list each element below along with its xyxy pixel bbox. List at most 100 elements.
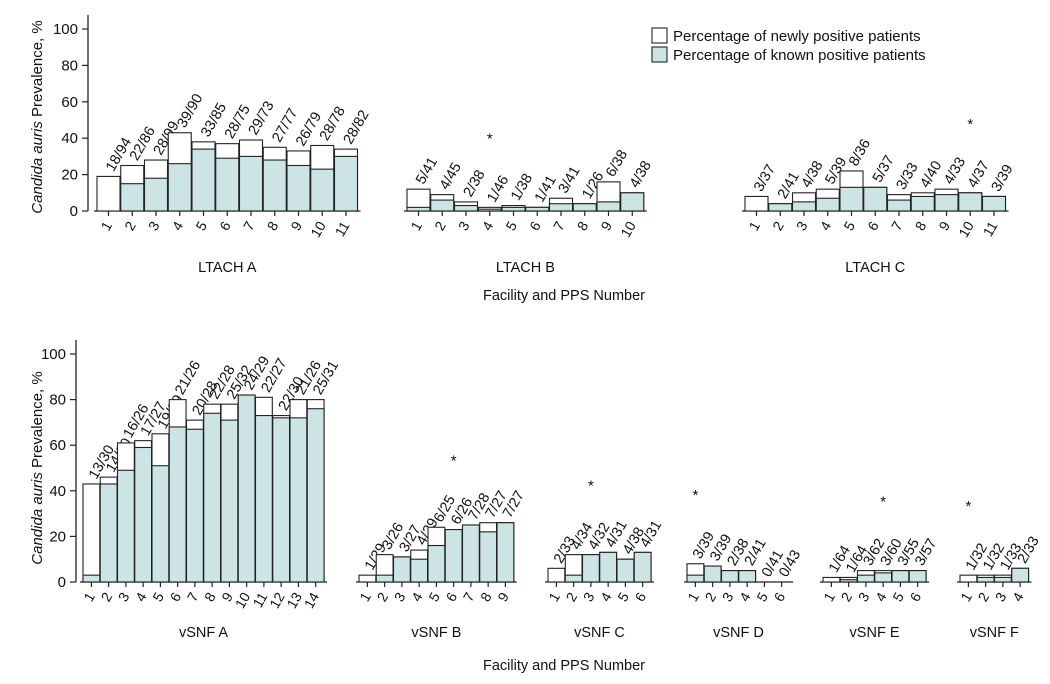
bar-known-segment [891,570,910,583]
bar-known-segment [874,572,893,583]
data-label: 4/45 [437,160,465,192]
bar-known-segment [143,177,169,212]
data-label: 1/46 [484,173,512,205]
x-tick-label: 5 [192,218,210,233]
bar-known-segment [410,558,429,583]
x-tick-label: 2 [373,589,391,604]
bar-known-segment [863,186,888,212]
bar-known-segment [134,446,153,583]
x-tick-label: 6 [216,218,234,233]
bar-known-segment [430,199,455,212]
bar-known-segment [191,148,216,212]
bar-known-segment [215,157,240,212]
bar-known-segment [272,417,291,583]
x-tick-label: 13 [283,589,305,611]
x-tick-label: 8 [477,589,495,604]
bar-known-segment [525,206,550,212]
facility-label: LTACH B [496,260,555,276]
x-tick-label: 5 [149,589,167,604]
bottom-y-tick-label: 80 [49,392,66,409]
x-tick-label: 5 [840,218,858,233]
bar-known-segment [738,570,757,583]
significance-star: * [965,498,971,515]
x-tick-label: 8 [574,218,592,233]
bar-known-segment [151,465,170,583]
x-tick-label: 10 [307,218,329,240]
top-y-tick-label: 0 [70,203,78,220]
x-tick-label: 3 [992,589,1010,604]
bar-known-segment [220,419,239,583]
facility-label: vSNF C [574,625,625,641]
data-label: 3/41 [556,164,584,196]
bar-known-segment [333,155,359,212]
top-panel: Candida auris Prevalence, % Facility and… [29,20,926,304]
x-tick-label: 2 [769,218,787,233]
x-tick-label: 4 [479,218,497,233]
bar-known-segment [406,206,431,212]
legend: Percentage of newly positive patients Pe… [651,27,926,64]
bar-known-segment [686,574,705,583]
x-tick-label: 7 [888,218,906,233]
x-tick-label: 6 [770,589,788,604]
bar-known-segment [477,208,502,212]
bar-known-segment [167,163,192,212]
bar-known-segment [375,574,394,583]
x-tick-label: 2 [431,218,449,233]
bar-known-segment [981,195,1007,212]
bar-known-segment [886,199,912,212]
bar-known-segment [958,192,983,212]
bar-known-segment [572,203,597,212]
bar-known-segment [427,544,446,583]
x-tick-label: 6 [526,218,544,233]
bar-known-segment [116,469,135,583]
x-tick-label: 14 [301,589,323,611]
bottom-y-axis-title: Candida auris Prevalence, % [29,371,46,564]
bar-known-segment [496,522,515,583]
x-tick-label: 2 [97,589,115,604]
x-tick-label: 4 [1009,589,1027,604]
significance-star: * [692,487,698,504]
data-label: 5/41 [413,155,441,187]
bar-known-segment [581,554,600,583]
bar-known-segment [564,574,583,583]
x-tick-label: 3 [115,589,133,604]
data-label: 3/37 [751,162,779,194]
x-tick-label: 8 [264,218,282,233]
x-tick-label: 1 [684,589,702,604]
bar-known-segment [1011,567,1030,583]
legend-label-known: Percentage of known positive patients [673,47,926,64]
x-tick-label: 3 [719,589,737,604]
bar-new-segment [358,574,377,583]
x-tick-label: 6 [906,589,924,604]
x-tick-label: 10 [617,218,639,240]
x-tick-label: 1 [957,589,975,604]
top-group-ltach-a: 118/94222/86328/99439/90533/85628/75729/… [94,91,373,276]
data-label: 5/37 [870,153,898,185]
facility-label: LTACH C [845,260,905,276]
x-tick-label: 12 [266,589,288,611]
bar-known-segment [310,168,335,212]
data-label: 4/38 [799,158,827,190]
facility-label: vSNF E [850,625,900,641]
x-tick-label: 5 [753,589,771,604]
top-y-tick-label: 100 [53,21,78,38]
x-tick-label: 2 [562,589,580,604]
bottom-y-tick-label: 60 [49,437,66,454]
bar-known-segment [839,579,858,583]
x-tick-label: 5 [889,589,907,604]
top-y-tick-label: 20 [61,167,78,184]
x-tick-label: 9 [935,218,953,233]
top-y-tick-label: 80 [61,57,78,74]
bar-known-segment [599,551,618,583]
facility-label: vSNF B [411,625,461,641]
facility-label: vSNF F [970,625,1019,641]
x-tick-label: 7 [240,218,258,233]
bar-known-segment [444,529,463,583]
bar-known-segment [262,159,287,212]
top-group-ltach-b: 15/4124/4532/3841/46*51/3861/4173/4181/2… [404,130,655,276]
bar-known-segment [720,570,739,583]
bar-new-segment [96,175,121,212]
x-tick-label: 1 [80,589,98,604]
